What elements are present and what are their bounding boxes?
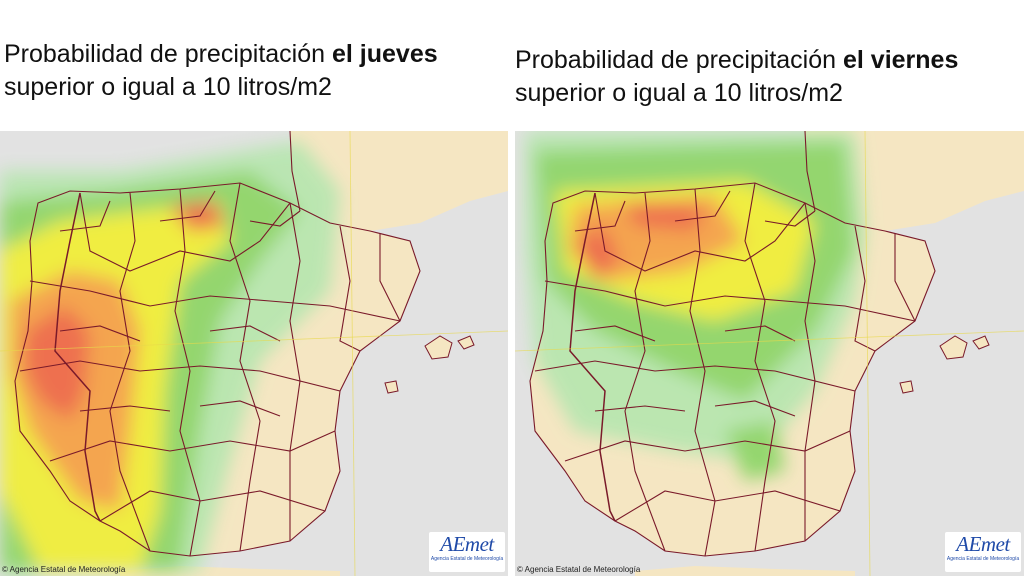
map-thursday: © Agencia Estatal de Meteorología AEmet … bbox=[0, 131, 508, 576]
aemet-logo-thursday: AEmet Agencia Estatal de Meteorología bbox=[429, 532, 505, 572]
aemet-logo-subtext: Agencia Estatal de Meteorología bbox=[430, 556, 504, 562]
title-thursday: Probabilidad de precipitación el jueves … bbox=[4, 38, 438, 104]
copyright-friday: © Agencia Estatal de Meteorología bbox=[517, 565, 641, 574]
title-friday-line2: superior o igual a 10 litros/m2 bbox=[515, 79, 843, 107]
title-friday-line1: Probabilidad de precipitación bbox=[515, 46, 843, 74]
title-thursday-day: el jueves bbox=[332, 40, 438, 68]
title-friday-day: el viernes bbox=[843, 46, 959, 74]
aemet-logo-subtext: Agencia Estatal de Meteorología bbox=[946, 556, 1020, 562]
map-thursday-svg bbox=[0, 131, 508, 576]
aemet-logo-friday: AEmet Agencia Estatal de Meteorología bbox=[945, 532, 1021, 572]
map-friday-svg bbox=[515, 131, 1024, 576]
aemet-logo-text: AEmet bbox=[956, 532, 1010, 556]
aemet-logo-text: AEmet bbox=[440, 532, 494, 556]
title-thursday-line2: superior o igual a 10 litros/m2 bbox=[4, 73, 332, 101]
title-friday: Probabilidad de precipitación el viernes… bbox=[515, 44, 958, 110]
province-borders bbox=[14, 131, 421, 557]
map-friday: © Agencia Estatal de Meteorología AEmet … bbox=[515, 131, 1024, 576]
province-borders bbox=[529, 131, 936, 557]
copyright-thursday: © Agencia Estatal de Meteorología bbox=[2, 565, 126, 574]
title-thursday-line1: Probabilidad de precipitación bbox=[4, 40, 332, 68]
